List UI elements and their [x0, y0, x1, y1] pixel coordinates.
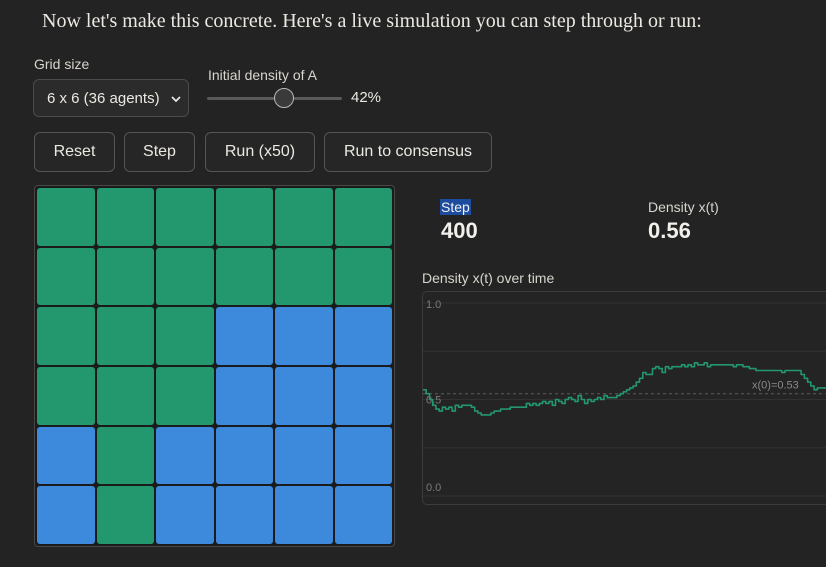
grid-cell-a	[275, 247, 333, 306]
grid-size-select[interactable]: 6 x 6 (36 agents)	[33, 79, 189, 117]
grid-cell-b	[334, 367, 392, 425]
grid-cell-a	[334, 188, 392, 246]
grid-cell-a	[37, 247, 95, 306]
grid-cell-b	[37, 426, 95, 485]
grid-cell-b	[215, 367, 273, 425]
grid-cell-b	[215, 486, 273, 544]
step-value: 400	[441, 218, 478, 243]
grid-cell-a	[96, 367, 154, 425]
grid-cell-a	[215, 247, 273, 306]
agent-grid	[34, 185, 395, 547]
grid-cell-a	[96, 486, 154, 544]
grid-cell-b	[275, 307, 333, 365]
grid-cell-b	[275, 426, 333, 485]
grid-cell-a	[275, 188, 333, 246]
grid-size-label: Grid size	[34, 56, 90, 72]
y-tick-label: 0.0	[426, 482, 441, 494]
grid-cell-a	[156, 247, 214, 306]
reset-button[interactable]: Reset	[34, 132, 115, 172]
grid-cell-b	[275, 367, 333, 425]
grid-cell-b	[37, 486, 95, 544]
grid-size-value: 6 x 6 (36 agents)	[47, 89, 160, 107]
grid-cell-a	[96, 247, 154, 306]
grid-cell-a	[96, 307, 154, 365]
grid-cell-a	[156, 188, 214, 246]
grid-cell-a	[215, 188, 273, 246]
grid-cell-b	[334, 426, 392, 485]
grid-cell-a	[37, 188, 95, 246]
density-chart-svg: 0.00.51.0x(0)=0.53	[423, 299, 826, 497]
density-series-line	[423, 362, 826, 416]
run-to-consensus-button[interactable]: Run to consensus	[324, 132, 492, 172]
grid-cell-a	[96, 188, 154, 246]
density-chart: 0.0 0.5 1.0 x(0)=0.53	[422, 291, 826, 505]
run-button[interactable]: Run (x50)	[205, 132, 315, 172]
grid-cell-a	[37, 307, 95, 365]
grid-cell-b	[156, 426, 214, 485]
grid-cell-b	[215, 426, 273, 485]
grid-cell-b	[334, 486, 392, 544]
y-tick-label: 1.0	[426, 299, 441, 311]
intro-text: Now let's make this concrete. Here's a l…	[42, 10, 702, 32]
slider-thumb[interactable]	[273, 88, 294, 108]
grid-cell-b	[275, 486, 333, 544]
step-label: Step	[440, 199, 471, 215]
grid-cell-a	[156, 367, 214, 425]
grid-cell-a	[334, 247, 392, 306]
grid-cell-b	[156, 486, 214, 544]
density-slider[interactable]	[207, 88, 342, 108]
density-stat-label: Density x(t)	[648, 199, 719, 215]
grid-cell-b	[334, 307, 392, 365]
chevron-down-icon	[171, 96, 181, 103]
reference-line-label: x(0)=0.53	[752, 380, 799, 392]
chart-title: Density x(t) over time	[422, 270, 555, 286]
grid-cell-a	[96, 426, 154, 485]
density-value-text: 42%	[351, 89, 382, 106]
grid-cell-a	[37, 367, 95, 425]
step-button[interactable]: Step	[124, 132, 195, 172]
grid-cell-b	[215, 307, 273, 365]
density-stat-value: 0.56	[648, 218, 691, 243]
density-label: Initial density of A	[208, 67, 317, 83]
grid-cell-a	[156, 307, 214, 365]
